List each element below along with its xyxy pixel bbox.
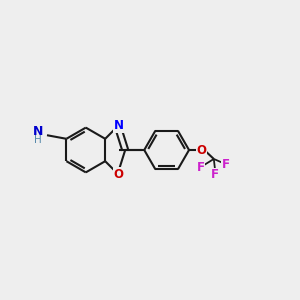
Text: F: F bbox=[222, 158, 230, 171]
Text: N: N bbox=[33, 125, 43, 138]
Text: F: F bbox=[196, 161, 204, 174]
Text: H: H bbox=[34, 135, 42, 145]
Text: O: O bbox=[197, 143, 207, 157]
Text: O: O bbox=[114, 167, 124, 181]
Text: N: N bbox=[114, 119, 124, 133]
Text: F: F bbox=[211, 168, 219, 181]
